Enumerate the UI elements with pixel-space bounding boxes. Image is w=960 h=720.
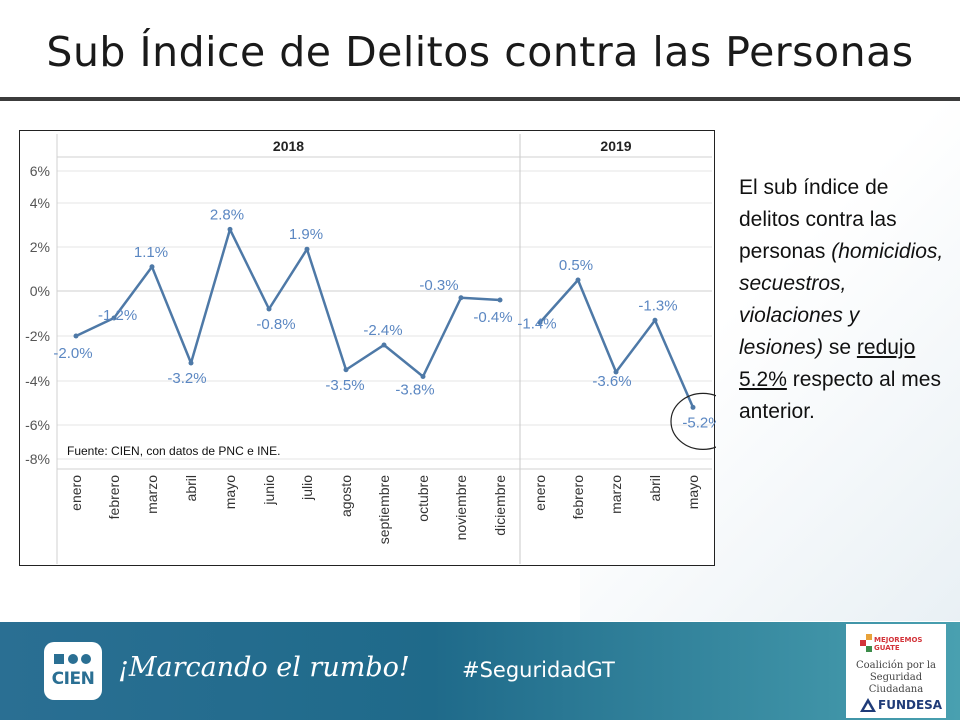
y-tick-label: -8% (25, 451, 50, 467)
data-label: -3.8% (395, 382, 434, 399)
data-point (149, 264, 155, 270)
data-label: -3.2% (167, 370, 206, 387)
data-label: -1.2% (98, 307, 137, 324)
data-label: 1.1% (134, 244, 168, 261)
data-point (537, 320, 543, 325)
data-label: -2.0% (53, 345, 92, 362)
data-point (227, 226, 233, 232)
x-tick-label: septiembre (376, 475, 392, 544)
series-line-2018 (75, 228, 501, 378)
summary-line-1: El sub índice de delitos contra las pers… (739, 176, 897, 263)
data-label: -2.4% (363, 322, 402, 339)
mejoremos-guate-icon (860, 634, 872, 652)
data-label: -3.6% (592, 373, 631, 390)
fundesa-logo-icon (860, 698, 876, 712)
y-tick-label: -2% (25, 328, 50, 344)
x-tick-label: febrero (570, 475, 586, 520)
x-tick-label: agosto (338, 475, 354, 517)
data-label: 1.9% (289, 226, 323, 243)
data-label: -5.2% (682, 414, 716, 431)
y-tick-label: -4% (25, 373, 50, 389)
chart-svg: 6% 4% 2% 0% -2% -4% -6% -8% 2018 -2.0% enero -1.2% f… (25, 134, 716, 564)
data-point (458, 295, 464, 301)
x-tick-label: febrero (106, 475, 122, 520)
data-label: -1.3% (638, 297, 677, 314)
data-point (188, 360, 194, 366)
summary-reduction: redujo 5.2% (739, 336, 916, 391)
data-label: -0.8% (256, 316, 295, 333)
data-point (652, 317, 658, 323)
x-tick-label: marzo (608, 475, 624, 514)
y-tick-label: 2% (30, 239, 50, 255)
data-label: 0.5% (559, 257, 593, 274)
x-tick-label: abril (647, 475, 663, 501)
x-tick-label: mayo (222, 475, 238, 509)
x-tick-label: noviembre (453, 475, 469, 541)
x-tick-label: abril (183, 475, 199, 501)
summary-text: El sub índice de delitos contra las pers… (739, 172, 949, 428)
data-point (304, 246, 310, 252)
y-tick-label: 0% (30, 283, 50, 299)
data-label: -0.3% (419, 277, 458, 294)
title-divider (0, 97, 960, 101)
data-label: 2.8% (210, 206, 244, 223)
summary-crime-types: (homicidios, secuestros, violaciones y l… (739, 240, 944, 359)
x-tick-label: julio (299, 475, 315, 501)
y-tick-label: 4% (30, 195, 50, 211)
summary-line-3: respecto al mes anterior. (739, 368, 941, 423)
data-point (613, 369, 619, 375)
cien-logo-mark-icon (54, 654, 91, 664)
line-chart: 6% 4% 2% 0% -2% -4% -6% -8% 2018 -2.0% enero -1.2% f… (19, 130, 716, 566)
data-point (497, 297, 503, 303)
data-point (266, 306, 272, 312)
y-tick-label: -6% (25, 417, 50, 433)
x-tick-label: enero (68, 475, 84, 511)
panel-header-2018: 2018 (273, 138, 304, 154)
partner-coalicion: Coalición por la Seguridad Ciudadana (855, 660, 936, 695)
cien-logo: CIEN (44, 642, 102, 700)
data-point (111, 315, 117, 321)
data-label: -3.5% (325, 377, 364, 394)
partner-fundesa: FUNDESA (860, 698, 946, 712)
panel-header-2019: 2019 (600, 138, 631, 154)
x-tick-label: marzo (144, 475, 160, 514)
partner-mejoremos-guate: MEJOREMOS GUATE (874, 636, 923, 652)
cien-logo-text: CIEN (51, 669, 95, 689)
partner-fundesa-label: FUNDESA (878, 698, 943, 712)
data-point (73, 333, 79, 339)
x-tick-label: mayo (685, 475, 701, 509)
data-point (381, 342, 387, 348)
y-tick-label: 6% (30, 163, 50, 179)
hashtag: #SeguridadGT (462, 658, 615, 682)
data-label: -0.4% (473, 309, 512, 326)
data-point (343, 367, 349, 373)
page-title: Sub Índice de Delitos contra las Persona… (46, 28, 914, 76)
data-point (575, 277, 581, 283)
slogan: ¡Marcando el rumbo! (118, 652, 410, 683)
partner-logo: MEJOREMOS GUATE Coalición por la Segurid… (846, 624, 946, 718)
data-point (420, 374, 426, 379)
footer-banner: CIEN ¡Marcando el rumbo! #SeguridadGT ME… (0, 622, 960, 720)
x-tick-label: enero (532, 475, 548, 511)
summary-line-2: se (823, 336, 857, 359)
data-label: -1.4% (517, 316, 556, 333)
data-point (690, 404, 696, 410)
x-tick-label: octubre (415, 475, 431, 522)
x-tick-label: junio (261, 475, 277, 506)
x-tick-label: diciembre (492, 475, 508, 536)
source-note: Fuente: CIEN, con datos de PNC e INE. (67, 444, 280, 458)
highlight-circle (670, 392, 716, 450)
